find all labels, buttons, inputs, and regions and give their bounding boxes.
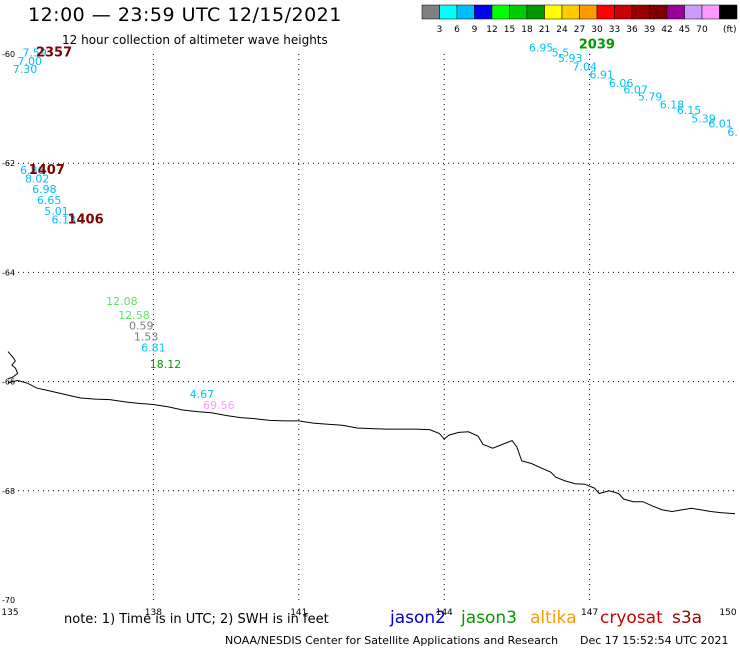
pass-time-label: 2039 <box>579 38 615 53</box>
lat-tick-label: -64 <box>2 268 15 277</box>
wave-height-value: 6.07 <box>623 83 648 96</box>
colorbar-tick-label: 3 <box>437 25 443 35</box>
satellite-legend-item: jason3 <box>461 608 517 628</box>
pass-time-label: 1406 <box>67 212 103 227</box>
pass-time-label: 1407 <box>29 163 65 178</box>
colorbar-tick-label: 36 <box>626 25 638 35</box>
satellite-legend-item: jason2 <box>390 608 446 628</box>
wave-height-value: 6.01 <box>708 118 733 131</box>
wave-height-value: 6.81 <box>141 342 166 355</box>
lon-tick-label: 150 <box>719 608 736 618</box>
units-note: note: 1) Time is in UTC; 2) SWH is in fe… <box>64 612 329 627</box>
wave-height-value: 7.00 <box>18 55 43 68</box>
colorbar-tick-label: 30 <box>591 25 603 35</box>
wave-height-value: 6.13 <box>51 213 76 226</box>
colorbar-tick-label: 21 <box>539 25 550 35</box>
lat-tick-label: -60 <box>2 50 15 59</box>
wave-height-value: 4.67 <box>190 388 215 401</box>
wave-height-value: 5.5 <box>552 47 570 60</box>
wave-height-value: 12.58 <box>118 309 150 322</box>
wave-height-value: 8.02 <box>25 172 50 185</box>
lon-tick-label: 144 <box>436 608 453 618</box>
satellite-legend-item: s3a <box>672 608 703 628</box>
map-subtitle: 12 hour collection of altimeter wave hei… <box>62 33 328 47</box>
colorbar-tick-label: 18 <box>521 25 533 35</box>
wave-height-value: 6. <box>727 126 738 139</box>
lon-tick-label: 147 <box>581 608 598 618</box>
colorbar-tick-label: 27 <box>574 25 585 35</box>
wave-height-value: 6.91 <box>589 69 614 82</box>
wave-height-value: 5.93 <box>558 52 583 65</box>
wave-height-value: 6.06 <box>609 77 634 90</box>
colorbar-tick-label: 39 <box>644 25 656 35</box>
colorbar-tick-label: 6 <box>454 25 460 35</box>
colorbar-tick-label: 12 <box>486 25 497 35</box>
page-title: 12:00 — 23:59 UTC 12/15/2021 <box>28 4 342 26</box>
lon-tick-label: 138 <box>145 608 162 618</box>
wave-height-value: 7.59 <box>22 47 47 60</box>
wave-height-value: 6.95 <box>529 41 554 54</box>
pass-time-label: 2357 <box>36 46 72 61</box>
coastline-west <box>7 351 19 380</box>
wave-height-value: 18.12 <box>150 358 182 371</box>
colorbar-tick-label: 45 <box>679 25 690 35</box>
coastline <box>7 379 736 515</box>
wave-height-value: 6.15 <box>677 104 702 117</box>
colorbar-legend: 3 6 9 12 15 18 21 24 27 30 33 36 39 42 45 70 (ft) <box>421 4 738 35</box>
lon-tick-label: 135 <box>1 608 18 618</box>
wave-height-value: 6.18 <box>660 99 685 112</box>
colorbar-tick-label: 15 <box>504 25 515 35</box>
credit-text: NOAA/NESDIS Center for Satellite Applica… <box>225 634 559 647</box>
satellite-legend-item: cryosat <box>600 608 663 628</box>
colorbar-swatch <box>719 4 738 20</box>
lat-tick-label: -68 <box>2 487 15 496</box>
colorbar-tick-label: 9 <box>472 25 478 35</box>
lon-tick-label: 141 <box>290 608 307 618</box>
wave-height-value: 6.65 <box>37 194 62 207</box>
wave-height-value: 1.53 <box>134 331 159 344</box>
lat-tick-label: -62 <box>2 159 15 168</box>
wave-height-value: 5.01 <box>44 205 69 218</box>
wave-height-value: 5.79 <box>638 90 663 103</box>
wave-height-value: 7.30 <box>13 63 38 76</box>
colorbar-tick-label: 33 <box>609 25 620 35</box>
wave-height-value: 6.86 <box>20 164 45 177</box>
wave-height-value: 69.56 <box>203 399 235 412</box>
wave-height-value: 12.08 <box>106 295 138 308</box>
wave-height-value: 7.04 <box>573 60 598 73</box>
wave-height-value: 0.59 <box>129 320 154 333</box>
colorbar-tick-label: 70 <box>696 25 708 35</box>
colorbar-tick-label: 42 <box>661 25 672 35</box>
generated-timestamp: Dec 17 15:52:54 UTC 2021 <box>580 634 729 647</box>
wave-height-value: 5.39 <box>691 112 716 125</box>
colorbar-tick-label: 24 <box>556 25 568 35</box>
satellite-legend-item: altika <box>530 608 577 628</box>
colorbar-unit: (ft) <box>723 25 737 35</box>
wave-height-value: 6.98 <box>32 183 57 196</box>
lat-tick-label: -70 <box>2 596 15 605</box>
